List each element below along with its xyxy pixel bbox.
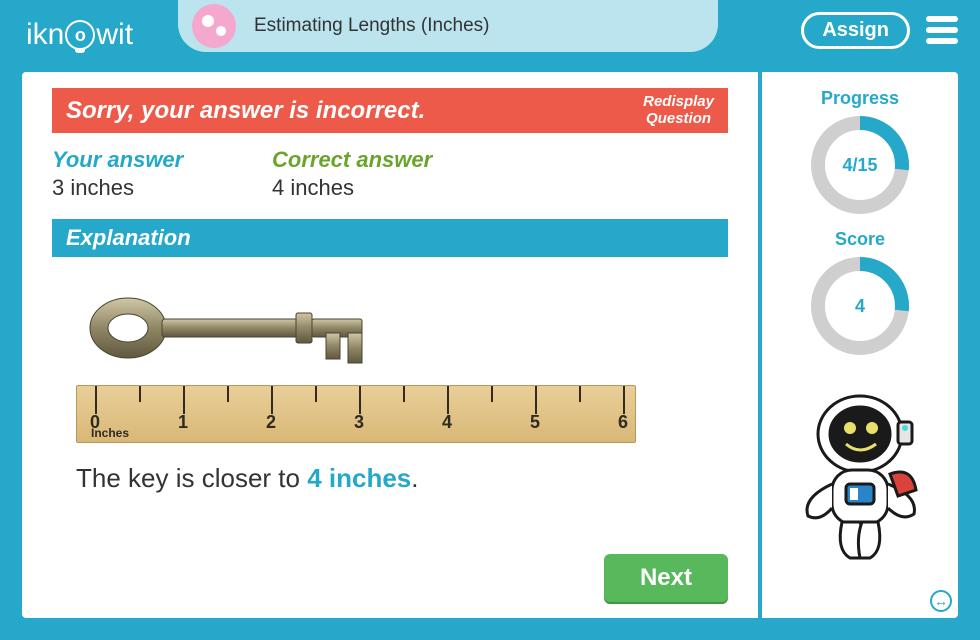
logo-bulb-icon: o [65,20,95,50]
redisplay-l2: Question [643,111,714,128]
header: iknowit Estimating Lengths (Inches) Assi… [8,8,972,62]
ruler-tick-minor [403,386,405,402]
expl-post: . [411,463,418,493]
logo[interactable]: iknowit [26,18,133,52]
explanation-illustration: Inches 0123456 The key is closer to 4 in… [52,283,728,494]
ruler-tick-major [535,386,537,414]
content-panel: Sorry, your answer is incorrect. Redispl… [22,72,958,618]
key-image [86,283,386,373]
ruler-tick-label: 5 [530,412,540,433]
assign-button[interactable]: Assign [801,12,910,49]
ruler-tick-major [183,386,185,414]
lesson-title: Estimating Lengths (Inches) [254,15,490,37]
astronaut-mascot [780,388,940,568]
ruler-tick-label: 0 [90,412,100,433]
level-dots-icon [192,4,236,48]
main-column: Sorry, your answer is incorrect. Redispl… [22,72,758,618]
score-gauge: 4 [808,254,912,358]
your-answer-block: Your answer 3 inches [52,147,272,201]
score-label: Score [770,229,950,250]
logo-pre: ikn [26,18,64,52]
next-button[interactable]: Next [604,554,728,602]
ruler-tick-label: 2 [266,412,276,433]
ruler-tick-label: 4 [442,412,452,433]
ruler-tick-minor [491,386,493,402]
correct-answer-block: Correct answer 4 inches [272,147,728,201]
expand-icon[interactable]: ↔ [930,590,952,612]
ruler-tick-label: 1 [178,412,188,433]
feedback-bar: Sorry, your answer is incorrect. Redispl… [52,88,728,133]
score-value: 4 [808,254,912,358]
ruler-tick-label: 3 [354,412,364,433]
progress-label: Progress [770,88,950,109]
ruler-tick-major [447,386,449,414]
ruler-tick-major [271,386,273,414]
progress-gauge: 4/15 [808,113,912,217]
logo-post: wit [96,18,133,52]
ruler-tick-major [95,386,97,414]
expl-highlight: 4 inches [307,463,411,493]
ruler-tick-minor [315,386,317,402]
your-answer-label: Your answer [52,147,272,173]
lesson-title-pill: Estimating Lengths (Inches) [178,0,718,52]
ruler-tick-label: 6 [618,412,628,433]
answers-row: Your answer 3 inches Correct answer 4 in… [52,147,728,201]
correct-answer-label: Correct answer [272,147,728,173]
your-answer-value: 3 inches [52,175,272,201]
app-root: iknowit Estimating Lengths (Inches) Assi… [0,0,980,640]
ruler-tick-major [623,386,625,414]
correct-answer-value: 4 inches [272,175,728,201]
ruler: Inches 0123456 [76,385,636,443]
feedback-message: Sorry, your answer is incorrect. [66,97,425,125]
ruler-tick-minor [139,386,141,402]
ruler-tick-major [359,386,361,414]
ruler-tick-minor [227,386,229,402]
redisplay-l1: Redisplay [643,94,714,111]
explanation-heading: Explanation [52,219,728,257]
explanation-sentence: The key is closer to 4 inches. [76,463,728,494]
expl-pre: The key is closer to [76,463,307,493]
ruler-tick-minor [579,386,581,402]
menu-icon[interactable] [926,16,958,44]
sidebar: Progress 4/15 Score 4 [758,72,958,618]
redisplay-question-button[interactable]: Redisplay Question [643,94,714,127]
progress-value: 4/15 [808,113,912,217]
